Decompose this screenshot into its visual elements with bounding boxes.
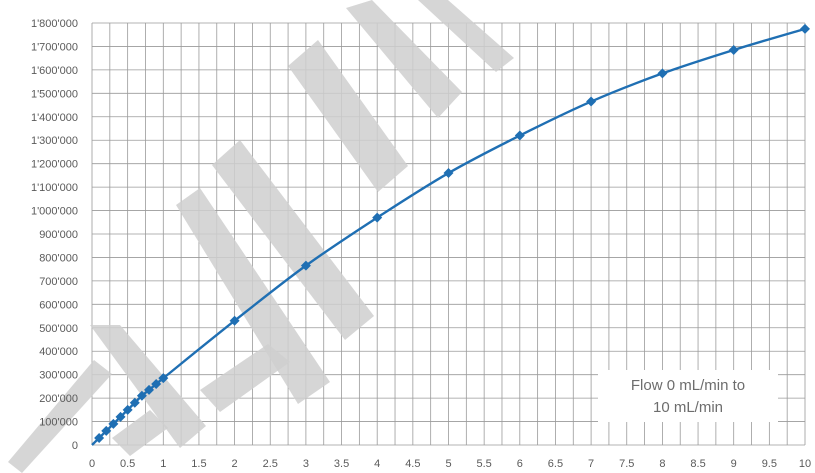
x-tick-label: 3	[303, 458, 309, 470]
watermark-stroke	[418, 0, 514, 72]
watermark-stroke	[112, 410, 168, 456]
y-tick-label: 1'100'000	[31, 182, 78, 194]
data-point-marker	[151, 379, 162, 390]
annotation-line-1: Flow 0 mL/min to	[631, 377, 745, 394]
y-tick-label: 500'000	[39, 323, 78, 335]
watermark-stroke	[212, 140, 374, 340]
data-point-marker	[229, 315, 240, 326]
y-tick-label: 1'700'000	[31, 41, 78, 53]
data-point-marker	[94, 432, 105, 443]
y-tick-label: 800'000	[39, 252, 78, 264]
x-tick-label: 6.5	[548, 458, 563, 470]
y-tick-label: 900'000	[39, 229, 78, 241]
data-point-marker	[158, 373, 169, 384]
data-point-marker	[372, 212, 383, 223]
watermark-stroke	[176, 188, 330, 404]
data-point-marker	[136, 390, 147, 401]
y-tick-label: 1'800'000	[31, 18, 78, 30]
x-tick-label: 2.5	[263, 458, 278, 470]
annotation: Flow 0 mL/min to 10 mL/min	[598, 370, 778, 422]
watermark-stroke	[200, 344, 290, 412]
y-tick-label: 1'600'000	[31, 65, 78, 77]
x-tick-label: 10	[799, 458, 811, 470]
y-axis-ticks: 0 100'000 200'000 300'000 400'000 500'000 600'…	[31, 18, 78, 452]
y-tick-label: 600'000	[39, 299, 78, 311]
y-tick-label: 100'000	[39, 417, 78, 429]
x-tick-label: 7.5	[619, 458, 634, 470]
y-tick-label: 1'500'000	[31, 88, 78, 100]
data-point-marker	[115, 411, 126, 422]
watermark-stroke	[8, 360, 112, 473]
x-tick-label: 4.5	[405, 458, 420, 470]
annotation-line-2: 10 mL/min	[653, 399, 723, 416]
data-point-marker	[514, 130, 525, 141]
annotation-box	[598, 370, 778, 422]
y-tick-label: 300'000	[39, 370, 78, 382]
x-tick-label: 5.5	[477, 458, 492, 470]
watermark	[8, 0, 514, 473]
y-tick-label: 200'000	[39, 393, 78, 405]
x-tick-label: 0	[89, 458, 95, 470]
data-point-marker	[300, 260, 311, 271]
y-tick-label: 1'300'000	[31, 135, 78, 147]
series-group	[91, 23, 810, 446]
watermark-stroke	[346, 0, 462, 118]
y-tick-label: 700'000	[39, 276, 78, 288]
x-tick-label: 4	[374, 458, 380, 470]
data-point-marker	[728, 44, 739, 55]
data-point-marker	[657, 68, 668, 79]
x-tick-label: 1.5	[191, 458, 206, 470]
data-point-marker	[800, 23, 810, 34]
x-tick-label: 9	[731, 458, 737, 470]
x-tick-label: 3.5	[334, 458, 349, 470]
x-tick-label: 2	[232, 458, 238, 470]
watermark-stroke	[288, 40, 408, 192]
data-point-marker	[122, 404, 133, 415]
x-axis-ticks: 0 0.5 1 1.5 2 2.5 3 3.5 4 4.5 5 5.5 6 6.5 7 7.5 8 8.5 9 9.5…	[89, 458, 811, 470]
x-tick-label: 7	[588, 458, 594, 470]
y-tick-label: 1'000'000	[31, 206, 78, 218]
data-point-marker	[144, 384, 155, 395]
x-tick-label: 6	[517, 458, 523, 470]
x-tick-label: 9.5	[762, 458, 777, 470]
x-tick-label: 8	[659, 458, 665, 470]
x-tick-label: 1	[160, 458, 166, 470]
y-tick-label: 0	[72, 440, 78, 452]
x-tick-label: 5	[445, 458, 451, 470]
y-tick-label: 1'200'000	[31, 159, 78, 171]
y-tick-label: 400'000	[39, 346, 78, 358]
x-tick-label: 8.5	[690, 458, 705, 470]
y-tick-label: 1'400'000	[31, 112, 78, 124]
x-tick-label: 0.5	[120, 458, 135, 470]
data-point-marker	[129, 397, 140, 408]
data-point-marker	[586, 96, 597, 107]
data-point-marker	[108, 418, 119, 429]
data-point-marker	[443, 168, 454, 179]
data-point-marker	[101, 425, 112, 436]
